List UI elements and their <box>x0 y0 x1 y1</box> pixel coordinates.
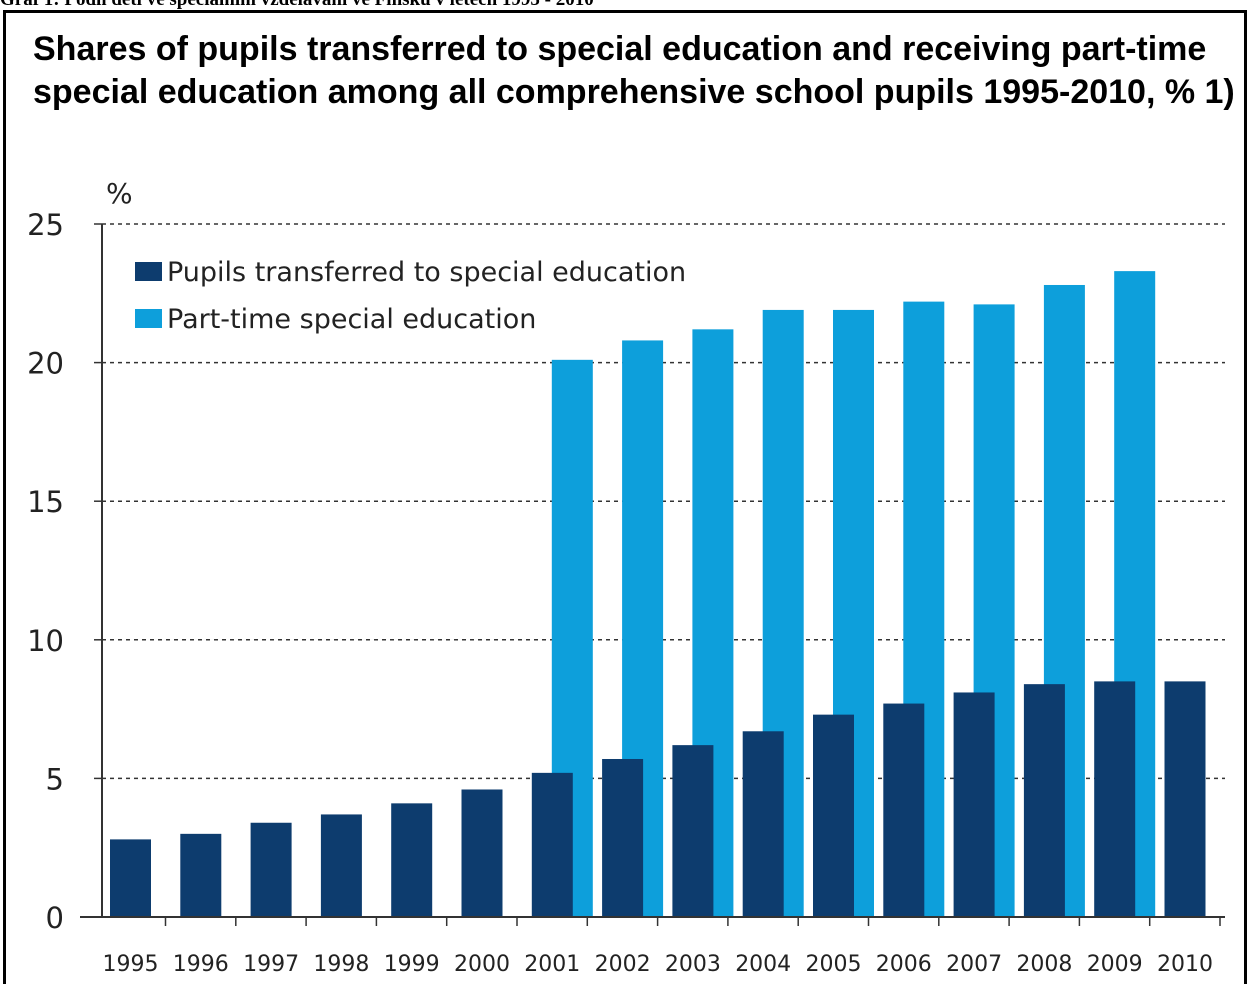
bar-transferred-2004 <box>742 731 784 917</box>
x-tick-label-1999: 1999 <box>384 952 440 977</box>
bar-transferred-2006 <box>883 703 925 917</box>
y-axis-label: % <box>106 177 133 210</box>
legend: Pupils transferred to special education P… <box>135 257 686 335</box>
y-tick-label-0: 0 <box>46 901 64 935</box>
legend-label-2: Part-time special education <box>167 304 536 335</box>
y-tick-label-15: 15 <box>27 485 64 519</box>
x-tick-label-2004: 2004 <box>735 952 791 977</box>
bar-transferred-1999 <box>391 803 433 917</box>
bar-transferred-1995 <box>110 839 151 917</box>
x-tick-label-2006: 2006 <box>876 952 932 977</box>
x-tick-label-1995: 1995 <box>103 952 159 977</box>
legend-swatch-1 <box>135 262 162 281</box>
bar-transferred-2007 <box>953 692 995 917</box>
x-tick-label-2003: 2003 <box>665 952 721 977</box>
bar-transferred-1997 <box>250 822 292 917</box>
bar-transferred-2010 <box>1164 681 1206 917</box>
x-tick-label-1998: 1998 <box>313 952 369 977</box>
bar-transferred-1998 <box>320 814 362 917</box>
legend-swatch-2 <box>135 309 162 328</box>
x-tick-label-2008: 2008 <box>1016 952 1072 977</box>
x-tick-label-2002: 2002 <box>595 952 651 977</box>
x-tick-label-2001: 2001 <box>524 952 580 977</box>
bar-transferred-2001 <box>531 772 573 917</box>
bar-transferred-2009 <box>1094 681 1136 917</box>
x-tick-label-2009: 2009 <box>1087 952 1143 977</box>
axes: 0 5 10 15 20 25% 1995 1996 1997 1998 1999 2000 2001 2… <box>27 177 1225 977</box>
y-tick-label-20: 20 <box>27 347 64 381</box>
y-tick-label-5: 5 <box>46 762 64 796</box>
gridlines <box>102 223 1225 780</box>
y-tick-label-10: 10 <box>27 624 64 658</box>
figure-caption: Graf 1: Podíl dětí ve speciálním vzděláv… <box>0 0 1251 10</box>
y-tick-label-25: 25 <box>27 208 64 242</box>
chart-title: Shares of pupils transferred to special … <box>33 30 1235 111</box>
bar-transferred-2005 <box>813 714 854 917</box>
bar-transferred-2000 <box>461 789 503 917</box>
x-tick-label-1996: 1996 <box>173 952 229 977</box>
x-tick-label-2000: 2000 <box>454 952 510 977</box>
bar-transferred-2003 <box>672 745 714 917</box>
bars <box>110 271 1206 918</box>
x-tick-label-1997: 1997 <box>243 952 299 977</box>
x-tick-label-2007: 2007 <box>946 952 1002 977</box>
x-tick-label-2005: 2005 <box>806 952 862 977</box>
legend-label-1: Pupils transferred to special education <box>167 257 686 288</box>
bar-transferred-2002 <box>602 758 644 917</box>
bar-transferred-2008 <box>1023 684 1065 917</box>
bar-transferred-1996 <box>180 833 222 917</box>
x-tick-label-2010: 2010 <box>1157 952 1213 977</box>
